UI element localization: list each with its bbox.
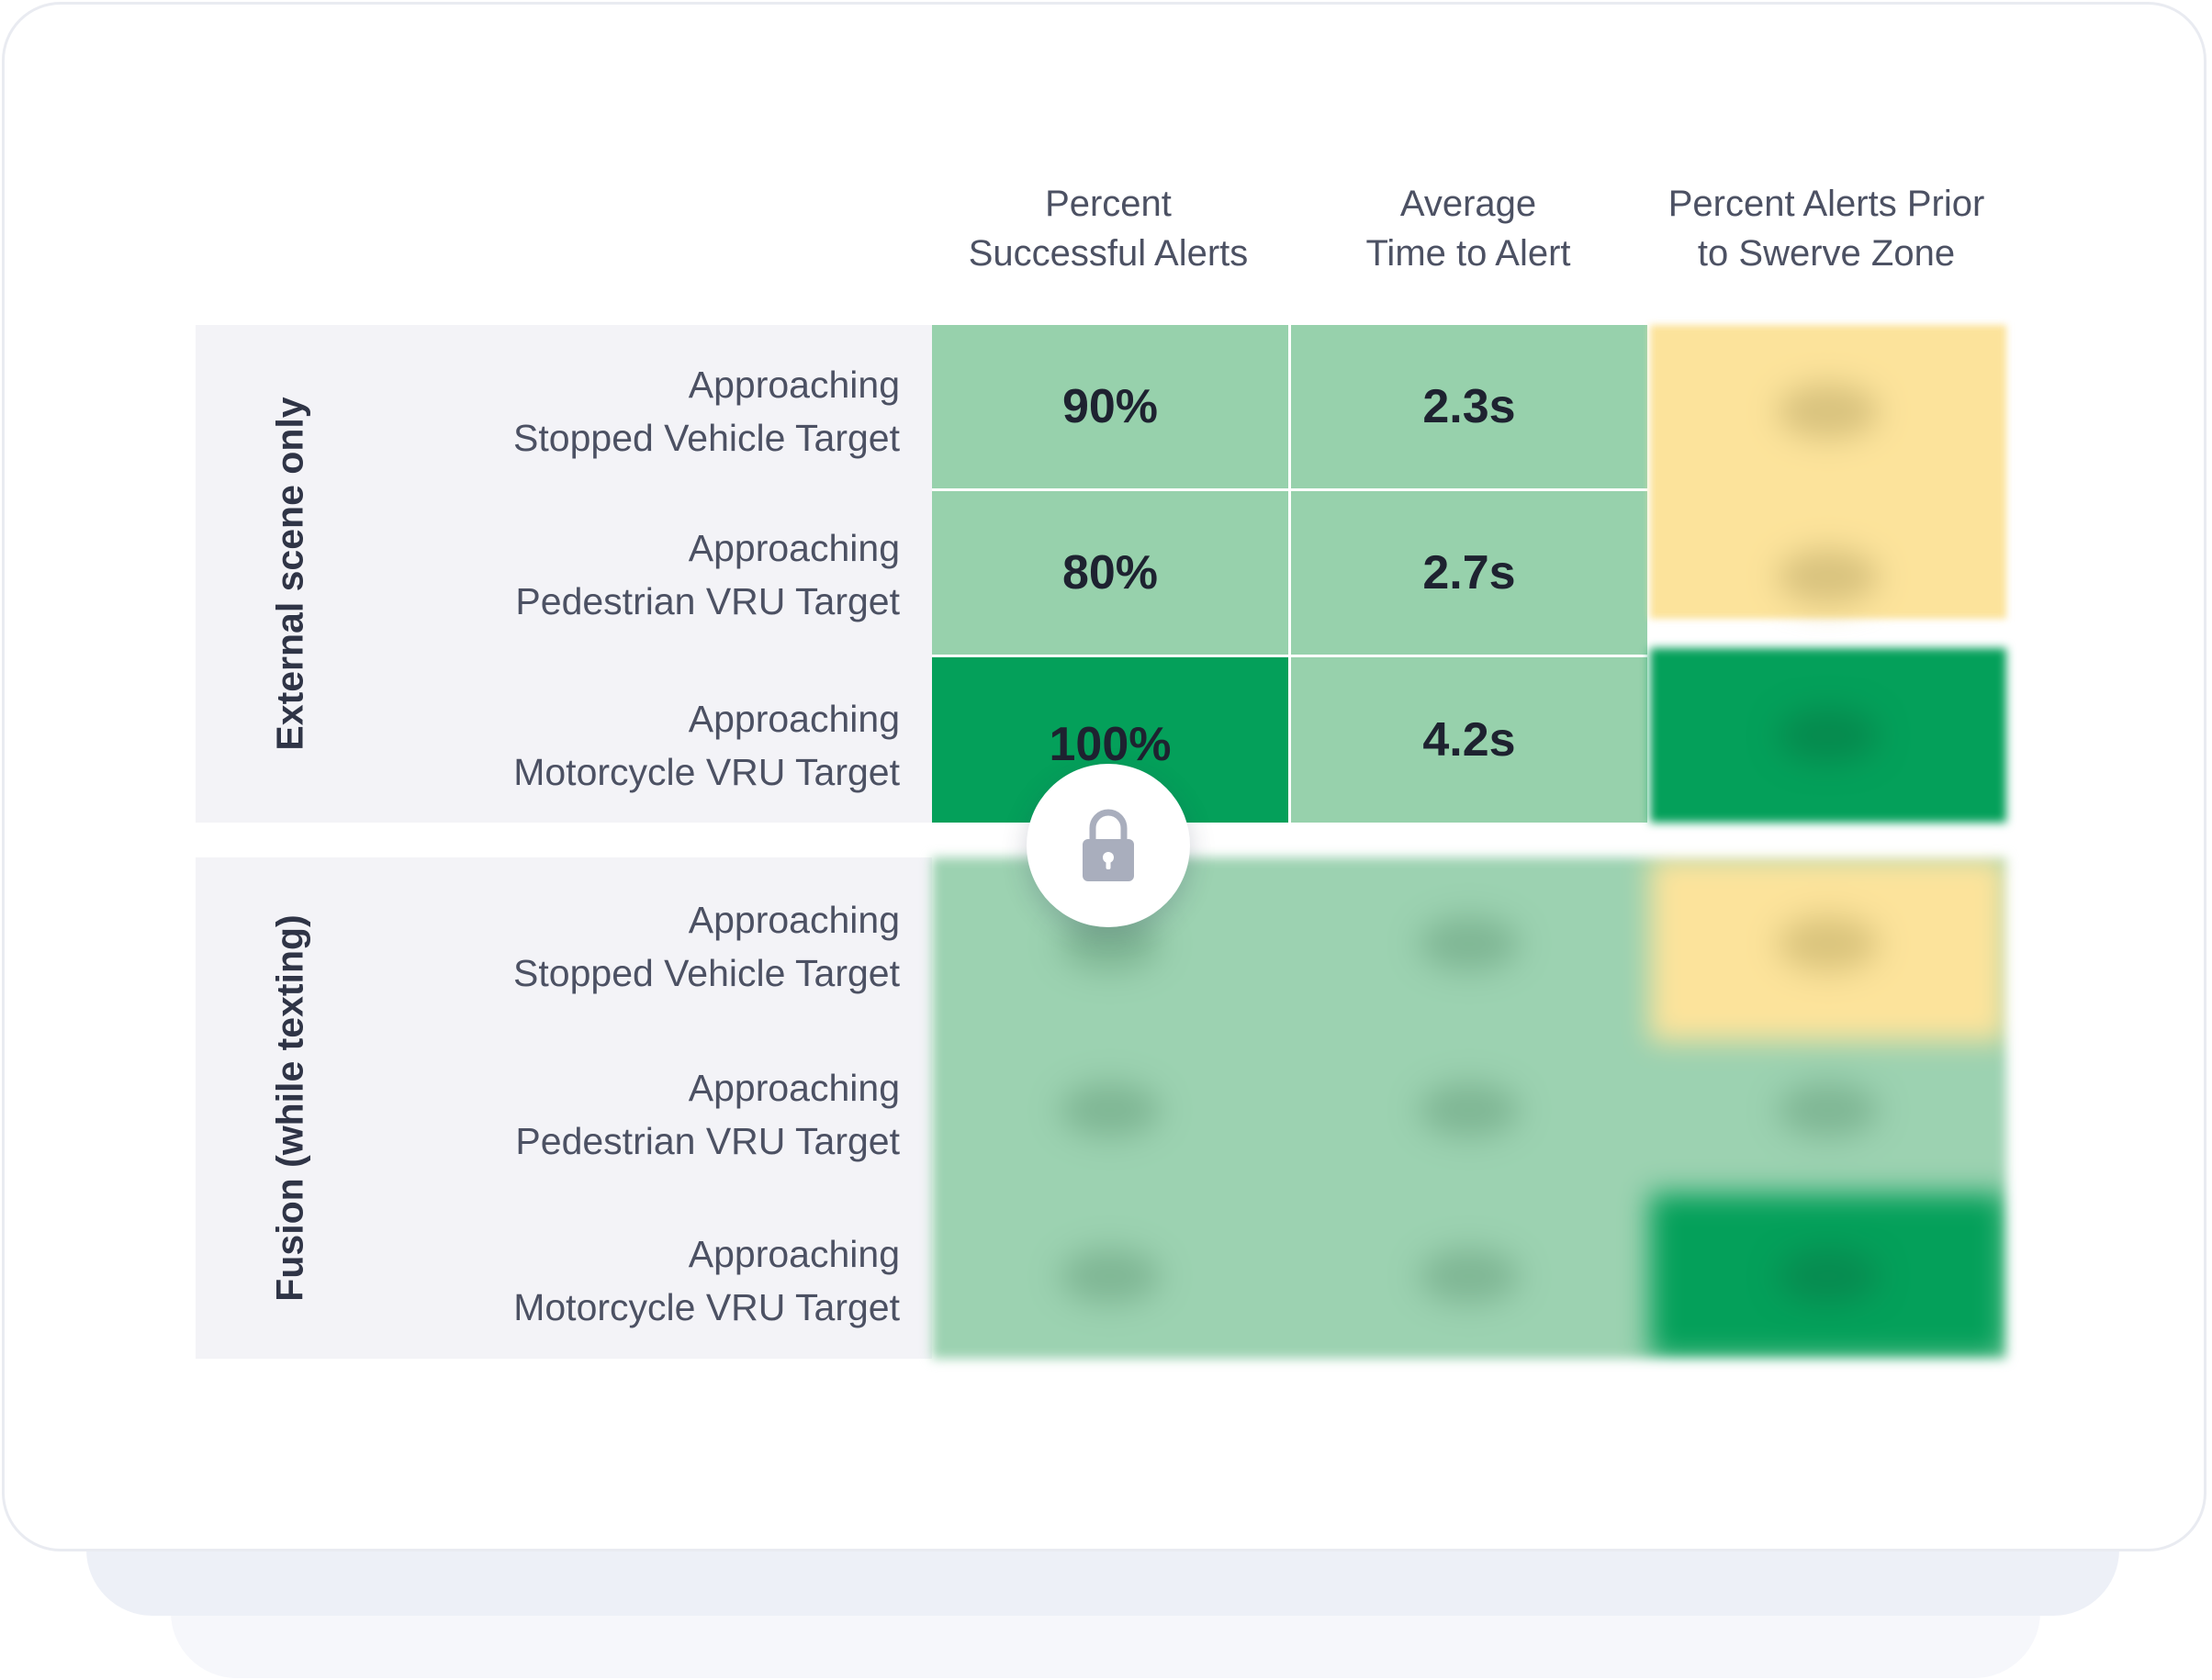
column-header-line: Percent bbox=[1045, 184, 1172, 224]
blurred-value bbox=[1778, 1249, 1879, 1304]
locked-results-area bbox=[932, 857, 2006, 1359]
blurred-value bbox=[1778, 708, 1879, 763]
row-label-line: Approaching bbox=[688, 364, 900, 406]
row-label-line: Approaching bbox=[688, 899, 900, 941]
column-header-time: Average Time to Alert bbox=[1289, 179, 1647, 278]
column-header-swerve: Percent Alerts Prior to Swerve Zone bbox=[1647, 179, 2005, 278]
row-label-line: Stopped Vehicle Target bbox=[513, 417, 900, 459]
group-label-fusion: Fusion (while texting) bbox=[268, 914, 311, 1302]
column-header-line: Time to Alert bbox=[1365, 233, 1571, 274]
row-label-line: Motorcycle VRU Target bbox=[513, 751, 900, 793]
blurred-value bbox=[1778, 916, 1879, 971]
column-header-line: Average bbox=[1399, 184, 1537, 224]
group-external-panel bbox=[196, 325, 932, 823]
row-label: Approaching Pedestrian VRU Target bbox=[515, 521, 900, 628]
cell-swerve-hidden-yellow bbox=[1650, 325, 2006, 619]
row-label-line: Motorcycle VRU Target bbox=[513, 1286, 900, 1328]
lock-badge[interactable] bbox=[1027, 764, 1190, 927]
column-header-line: to Swerve Zone bbox=[1697, 233, 1956, 274]
cell-success-pedestrian: 80% bbox=[932, 491, 1288, 655]
column-header-line: Percent Alerts Prior bbox=[1667, 184, 1985, 224]
cell-success-stopped-vehicle: 90% bbox=[932, 325, 1288, 488]
blurred-value bbox=[1778, 384, 1879, 439]
row-label: Approaching Motorcycle VRU Target bbox=[513, 1227, 900, 1334]
cell-swerve-hidden-green bbox=[1650, 648, 2006, 823]
lock-icon bbox=[1083, 809, 1134, 881]
column-header-line: Successful Alerts bbox=[968, 233, 1249, 274]
row-label-line: Approaching bbox=[688, 1233, 900, 1275]
group-label-external: External scene only bbox=[268, 397, 311, 751]
row-label-line: Approaching bbox=[688, 1067, 900, 1109]
blurred-value bbox=[1778, 549, 1879, 604]
group-fusion-panel bbox=[196, 857, 932, 1359]
blurred-value bbox=[1419, 1082, 1520, 1137]
cell-success-motorcycle: 100% bbox=[932, 657, 1288, 823]
blurred-value bbox=[1419, 1249, 1520, 1304]
cell-time-pedestrian: 2.7s bbox=[1291, 491, 1647, 655]
row-label: Approaching Pedestrian VRU Target bbox=[515, 1061, 900, 1168]
row-label-line: Approaching bbox=[688, 698, 900, 740]
row-label: Approaching Stopped Vehicle Target bbox=[513, 358, 900, 465]
row-label: Approaching Stopped Vehicle Target bbox=[513, 893, 900, 1000]
row-label-line: Pedestrian VRU Target bbox=[515, 580, 900, 622]
cell-time-motorcycle: 4.2s bbox=[1291, 657, 1647, 823]
blurred-value bbox=[1060, 1082, 1161, 1137]
blurred-value bbox=[1778, 1082, 1879, 1137]
blurred-value bbox=[1419, 916, 1520, 971]
column-header-success: Percent Successful Alerts bbox=[929, 179, 1287, 278]
row-label-line: Pedestrian VRU Target bbox=[515, 1120, 900, 1162]
row-label-line: Approaching bbox=[688, 527, 900, 569]
cell-time-stopped-vehicle: 2.3s bbox=[1291, 325, 1647, 488]
row-label: Approaching Motorcycle VRU Target bbox=[513, 692, 900, 799]
blurred-value bbox=[1060, 1249, 1161, 1304]
row-label-line: Stopped Vehicle Target bbox=[513, 952, 900, 994]
